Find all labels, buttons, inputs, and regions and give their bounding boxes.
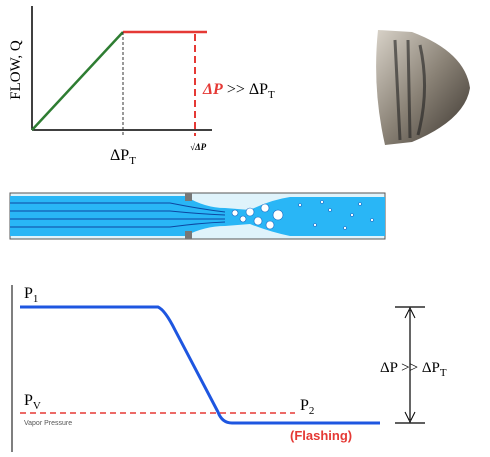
pv-sub: V: [33, 400, 41, 412]
pv-main: P: [24, 392, 33, 409]
p2-label: P2: [300, 397, 314, 417]
y-label: FLOW, Q: [8, 40, 24, 100]
annotation-red: ΔP: [202, 81, 223, 98]
p2-main: P: [300, 397, 309, 414]
eroded-plug: [376, 30, 470, 145]
delta-main: ΔP >> ΔP: [380, 360, 440, 376]
flashing-label: (Flashing): [290, 428, 352, 443]
delta-sub: T: [440, 367, 447, 379]
flow-chart: FLOW, Q ΔPT √ΔP ΔP >> ΔPT: [8, 6, 275, 167]
pv-caption: Vapor Pressure: [24, 420, 72, 427]
pipe-diagram: [9, 192, 386, 240]
annotation-rest: >> ΔP: [223, 81, 268, 98]
p2-sub: 2: [309, 405, 315, 417]
delta-label: ΔP >> ΔPT: [380, 360, 447, 379]
annotation: ΔP >> ΔPT: [202, 81, 275, 101]
x-end-label: √ΔP: [190, 142, 207, 152]
pressure-profile: P1 PV Vapor Pressure P2 (Flashing) ΔP >>…: [11, 285, 447, 452]
x-tick-label: ΔPT: [110, 147, 136, 167]
x-tick-sub: T: [129, 155, 136, 167]
arrow-heads: [404, 306, 416, 424]
x-tick-main: ΔP: [110, 147, 129, 164]
p1-sub: 1: [33, 293, 39, 305]
p1-label: P1: [24, 285, 38, 305]
p1-main: P: [24, 285, 33, 302]
flow-rise: [31, 31, 124, 131]
pv-label: PV: [24, 392, 41, 412]
pressure-curve: [20, 305, 380, 425]
annotation-sub: T: [268, 89, 275, 101]
